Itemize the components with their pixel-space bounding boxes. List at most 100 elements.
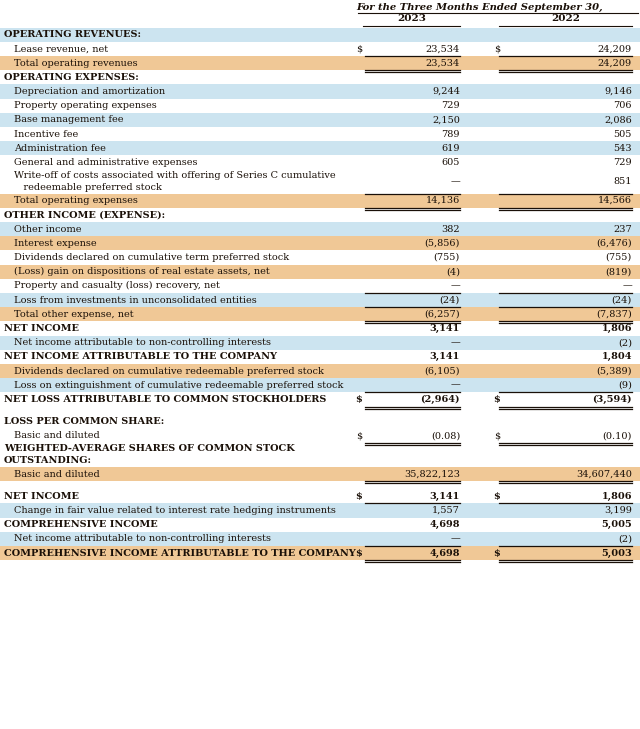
Bar	[0, 236, 640, 250]
Text: Change in fair value related to interest rate hedging instruments: Change in fair value related to interest…	[14, 506, 336, 515]
Text: 3,141: 3,141	[429, 324, 460, 333]
Text: $: $	[355, 395, 362, 404]
Text: —: —	[451, 381, 460, 390]
Text: 237: 237	[613, 225, 632, 233]
Text: OPERATING REVENUES:: OPERATING REVENUES:	[4, 30, 141, 39]
Bar	[0, 503, 640, 518]
Text: 1,557: 1,557	[432, 506, 460, 515]
Bar	[0, 546, 640, 560]
Text: NET LOSS ATTRIBUTABLE TO COMMON STOCKHOLDERS: NET LOSS ATTRIBUTABLE TO COMMON STOCKHOL…	[4, 395, 326, 404]
Text: 3,199: 3,199	[604, 506, 632, 515]
Text: COMPREHENSIVE INCOME: COMPREHENSIVE INCOME	[4, 520, 157, 529]
Bar	[0, 335, 640, 350]
Text: Write-off of costs associated with offering of Series C cumulative: Write-off of costs associated with offer…	[14, 171, 335, 180]
Bar	[0, 467, 640, 481]
Text: (2): (2)	[618, 534, 632, 543]
Text: $: $	[356, 432, 362, 440]
Text: (24): (24)	[440, 295, 460, 305]
Text: WEIGHTED-AVERAGE SHARES OF COMMON STOCK: WEIGHTED-AVERAGE SHARES OF COMMON STOCK	[4, 445, 295, 453]
Text: 605: 605	[442, 158, 460, 167]
Text: $: $	[493, 548, 500, 558]
Text: (6,257): (6,257)	[424, 310, 460, 319]
Bar	[0, 127, 640, 141]
Text: Dividends declared on cumulative term preferred stock: Dividends declared on cumulative term pr…	[14, 253, 289, 262]
Text: —: —	[451, 338, 460, 347]
Text: 1,806: 1,806	[602, 324, 632, 333]
Text: Total operating expenses: Total operating expenses	[14, 196, 138, 205]
Text: —: —	[451, 177, 460, 186]
Text: COMPREHENSIVE INCOME ATTRIBUTABLE TO THE COMPANY: COMPREHENSIVE INCOME ATTRIBUTABLE TO THE…	[4, 548, 356, 558]
Text: 14,566: 14,566	[598, 196, 632, 205]
Text: Total operating revenues: Total operating revenues	[14, 58, 138, 68]
Text: General and administrative expenses: General and administrative expenses	[14, 158, 198, 167]
Bar	[0, 407, 640, 415]
Text: (5,389): (5,389)	[596, 367, 632, 375]
Bar	[0, 193, 640, 208]
Text: 9,146: 9,146	[604, 87, 632, 96]
Text: Administration fee: Administration fee	[14, 144, 106, 152]
Text: (9): (9)	[618, 381, 632, 390]
Text: (819): (819)	[605, 267, 632, 276]
Text: $: $	[493, 44, 500, 53]
Text: Net income attributable to non-controlling interests: Net income attributable to non-controlli…	[14, 534, 271, 543]
Text: (0.10): (0.10)	[603, 432, 632, 440]
Bar	[0, 278, 640, 293]
Text: Basic and diluted: Basic and diluted	[14, 469, 100, 478]
Text: —: —	[451, 534, 460, 543]
Text: 4,698: 4,698	[429, 520, 460, 529]
Bar	[0, 222, 640, 236]
Text: $: $	[493, 395, 500, 404]
Text: (0.08): (0.08)	[431, 432, 460, 440]
Bar	[0, 250, 640, 265]
Text: Dividends declared on cumulative redeemable preferred stock: Dividends declared on cumulative redeema…	[14, 367, 324, 375]
Text: 24,209: 24,209	[598, 44, 632, 53]
Text: Total other expense, net: Total other expense, net	[14, 310, 134, 319]
Text: 619: 619	[442, 144, 460, 152]
Text: OPERATING EXPENSES:: OPERATING EXPENSES:	[4, 73, 139, 82]
Text: $: $	[355, 548, 362, 558]
Text: 789: 789	[442, 130, 460, 139]
Text: (Loss) gain on dispositions of real estate assets, net: (Loss) gain on dispositions of real esta…	[14, 267, 269, 276]
Bar	[0, 56, 640, 70]
Text: 851: 851	[614, 177, 632, 186]
Text: 5,005: 5,005	[601, 520, 632, 529]
Text: Loss on extinguishment of cumulative redeemable preferred stock: Loss on extinguishment of cumulative red…	[14, 381, 344, 390]
Bar	[0, 98, 640, 113]
Bar	[0, 531, 640, 546]
Text: (6,105): (6,105)	[424, 367, 460, 375]
Text: Property and casualty (loss) recovery, net: Property and casualty (loss) recovery, n…	[14, 281, 220, 290]
Text: LOSS PER COMMON SHARE:: LOSS PER COMMON SHARE:	[4, 417, 164, 426]
Bar	[0, 429, 640, 443]
Text: 2,086: 2,086	[604, 115, 632, 125]
Bar	[0, 113, 640, 127]
Text: (755): (755)	[605, 253, 632, 262]
Text: Base management fee: Base management fee	[14, 115, 124, 125]
Bar	[0, 170, 640, 193]
Bar	[0, 265, 640, 278]
Bar	[0, 141, 640, 155]
Bar	[0, 208, 640, 222]
Text: —: —	[622, 281, 632, 290]
Bar	[0, 481, 640, 489]
Text: 9,244: 9,244	[432, 87, 460, 96]
Text: Interest expense: Interest expense	[14, 238, 97, 248]
Text: (5,856): (5,856)	[424, 238, 460, 248]
Text: (7,837): (7,837)	[596, 310, 632, 319]
Text: $: $	[493, 491, 500, 501]
Bar	[0, 392, 640, 407]
Text: $: $	[356, 44, 362, 53]
Bar	[0, 350, 640, 364]
Text: OUTSTANDING:: OUTSTANDING:	[4, 456, 92, 465]
Text: $: $	[355, 491, 362, 501]
Text: 2023: 2023	[397, 14, 426, 23]
Text: 23,534: 23,534	[426, 58, 460, 68]
Text: 3,141: 3,141	[429, 491, 460, 501]
Bar	[0, 415, 640, 429]
Text: Net income attributable to non-controlling interests: Net income attributable to non-controlli…	[14, 338, 271, 347]
Text: 4,698: 4,698	[429, 548, 460, 558]
Text: Depreciation and amortization: Depreciation and amortization	[14, 87, 165, 96]
Text: NET INCOME: NET INCOME	[4, 324, 79, 333]
Text: 2,150: 2,150	[432, 115, 460, 125]
Text: 1,804: 1,804	[602, 352, 632, 362]
Text: Other income: Other income	[14, 225, 81, 233]
